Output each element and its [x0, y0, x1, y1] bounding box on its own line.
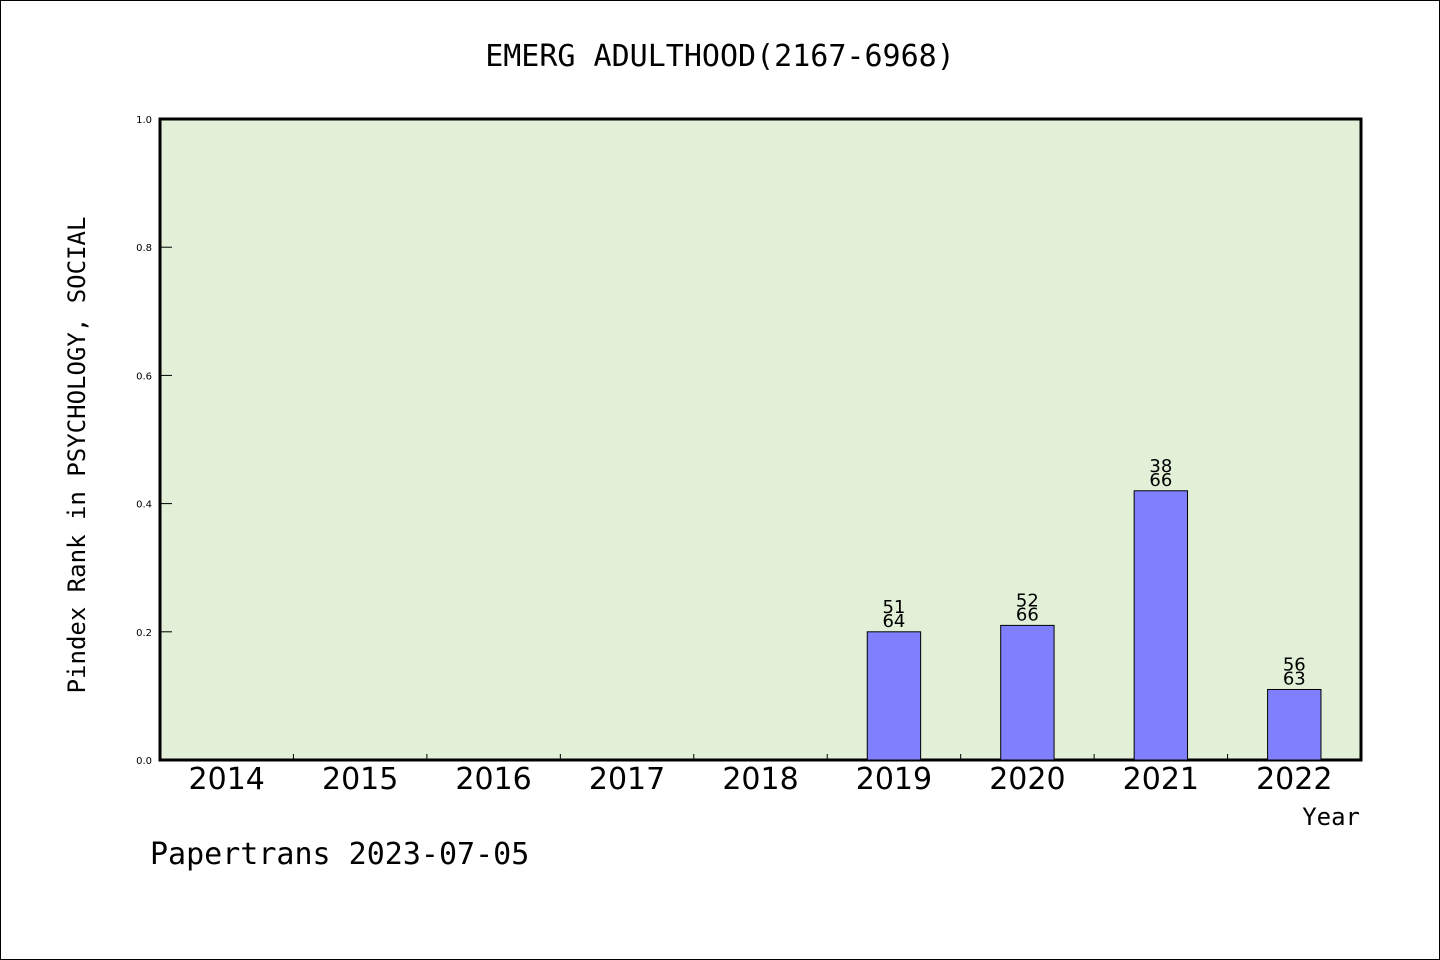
bar-2021 — [1133, 490, 1189, 761]
bar-total-label: 64 — [882, 611, 905, 632]
x-tick-label: 2019 — [856, 762, 932, 797]
bars — [866, 490, 1322, 761]
y-axis: 0.0 0.2 0.4 0.6 0.8 1.0 — [136, 115, 172, 767]
bar-rank-label: 52 — [1016, 590, 1039, 611]
x-tick-label: 2018 — [722, 762, 798, 797]
y-tick-label: 1.0 — [136, 115, 152, 126]
bar-total-label: 63 — [1283, 668, 1306, 689]
bar-2022 — [1267, 688, 1322, 761]
y-tick-label: 0.8 — [136, 243, 152, 254]
x-tick-label: 2020 — [989, 762, 1065, 797]
y-tick-label: 0.0 — [136, 756, 152, 767]
x-tick-label: 2014 — [189, 762, 265, 797]
bar-rank-label: 38 — [1149, 456, 1172, 477]
x-tick-label: 2022 — [1256, 762, 1332, 797]
x-axis-label: Year — [1302, 803, 1360, 831]
x-tick-label: 2015 — [322, 762, 398, 797]
bar-2020 — [1000, 624, 1055, 761]
y-tick-label: 0.4 — [136, 500, 152, 511]
x-tick-label: 2021 — [1123, 762, 1199, 797]
y-tick-label: 0.6 — [136, 371, 152, 382]
bar-rank-label: 51 — [882, 597, 905, 618]
x-axis: 2014 2015 2016 2017 2018 2019 2020 2021 2022 — [189, 754, 1332, 797]
footer-credit: Papertrans 2023-07-05 — [150, 837, 529, 872]
y-tick-label: 0.2 — [136, 628, 152, 639]
x-tick-label: 2017 — [589, 762, 665, 797]
bar-total-label: 66 — [1149, 470, 1172, 491]
bar-total-label: 66 — [1016, 604, 1039, 625]
chart-title: EMERG ADULTHOOD(2167-6968) — [485, 39, 955, 74]
bar-2019 — [866, 631, 922, 761]
bar-rank-label: 56 — [1283, 654, 1306, 675]
y-axis-label: Pindex Rank in PSYCHOLOGY, SOCIAL — [63, 217, 91, 694]
x-tick-label: 2016 — [455, 762, 531, 797]
